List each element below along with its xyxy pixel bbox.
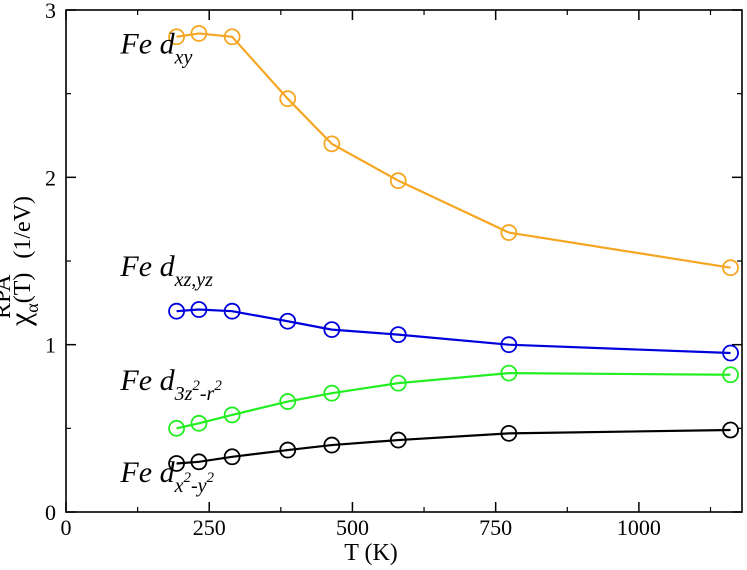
y-tick-label: 0 (45, 500, 56, 525)
series-line (176, 308, 731, 355)
series-label-subscript: xz,yz (174, 269, 214, 291)
data-point (323, 321, 341, 339)
data-point (323, 384, 341, 402)
y-axis-unit: (1/eV) (10, 196, 36, 259)
series-line (176, 372, 731, 430)
svg-text:χα(T)(1/eV): χα(T) (1/eV) (4, 196, 42, 327)
y-axis-arg: (T) (10, 273, 36, 304)
series-layer (168, 25, 739, 472)
series-line (176, 32, 731, 269)
y-tick-label: 2 (45, 165, 56, 190)
y-axis-superscript: RPA (0, 274, 16, 319)
series-label: Fe dxy (119, 28, 192, 69)
series-label: Fe d3z2-r2 (119, 364, 222, 405)
data-point (722, 259, 739, 277)
series (168, 364, 739, 437)
y-axis-subscript: α (22, 303, 42, 313)
y-tick-label: 1 (45, 333, 56, 358)
data-point (722, 344, 739, 362)
data-point (323, 135, 341, 153)
data-point (168, 455, 185, 472)
series-label-superscript: 2 (183, 470, 191, 486)
data-point (500, 424, 518, 442)
x-axis-title: T (K) (344, 540, 398, 566)
series-label-main: Fe d (119, 364, 175, 397)
data-point (190, 453, 208, 471)
data-point (722, 366, 739, 384)
x-tick-label: 500 (336, 515, 369, 540)
data-point (500, 336, 518, 354)
y-axis-symbol: χ (4, 312, 37, 327)
series-label-main: Fe d (119, 250, 175, 283)
x-tick-label: 1000 (617, 515, 661, 540)
series (168, 421, 739, 472)
series-label: Fe dx2-y2 (119, 456, 214, 497)
series (168, 301, 739, 362)
data-point (389, 431, 407, 449)
data-point (168, 28, 185, 46)
series-label-subscript: -y (191, 475, 207, 497)
data-point (223, 448, 241, 466)
x-tick-label: 750 (479, 515, 512, 540)
series-label-subscript: 3z (174, 383, 193, 405)
data-point (323, 436, 341, 454)
data-point (223, 28, 241, 46)
series-label-superscript: 2 (214, 378, 222, 394)
series (168, 25, 739, 277)
series-line (176, 428, 731, 465)
data-point (168, 302, 185, 320)
data-point (279, 441, 297, 459)
series-label-superscript: 2 (192, 378, 200, 394)
series-label-subscript: xy (174, 47, 193, 69)
y-axis-title: χα(T) (1/eV) RPA (0, 196, 42, 327)
axis-ticks: 0 250 500 750 1000 0 1 2 3 (45, 0, 742, 540)
data-point (279, 312, 297, 330)
series-label-subscript: -r (200, 383, 215, 405)
y-tick-label: 3 (45, 0, 56, 23)
data-point (389, 172, 407, 190)
data-point (389, 374, 407, 392)
series-label-superscript: 2 (207, 470, 215, 486)
series-label-subscript: x (174, 475, 184, 497)
data-point (190, 25, 208, 42)
x-tick-label: 250 (193, 515, 226, 540)
series-label-main: Fe d (119, 456, 175, 489)
series-label: Fe dxz,yz (119, 250, 213, 291)
data-point (500, 224, 518, 241)
data-point (279, 393, 297, 410)
data-point (223, 406, 241, 424)
data-point (190, 301, 208, 318)
data-point (223, 302, 241, 320)
data-point (168, 419, 185, 437)
data-point (500, 364, 518, 382)
series-label-main: Fe d (119, 28, 175, 61)
data-point (389, 326, 407, 344)
data-point (722, 421, 739, 439)
data-point (190, 414, 208, 432)
x-tick-label: 0 (61, 515, 72, 540)
data-point (279, 90, 297, 108)
